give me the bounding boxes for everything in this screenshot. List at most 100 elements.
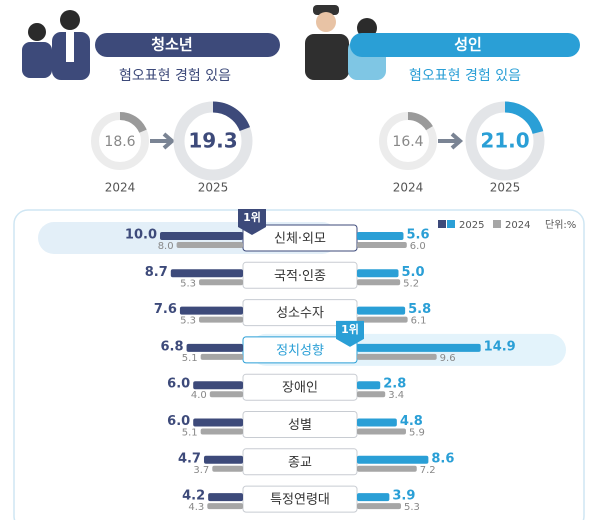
value-label: 8.0 (158, 241, 174, 252)
value-label: 3.9 (392, 489, 415, 504)
adult-pill (350, 33, 580, 57)
donut-year: 2024 (105, 181, 136, 195)
value-label: 5.1 (182, 353, 198, 364)
donut-year: 2025 (198, 181, 229, 195)
value-label: 5.3 (180, 316, 196, 327)
value-label: 10.0 (125, 228, 157, 243)
unit-label: 단위:% (545, 218, 576, 231)
category-label: 신체·외모 (274, 232, 326, 247)
category-label: 정치성향 (276, 343, 324, 358)
bar (357, 306, 406, 315)
bar (193, 418, 243, 427)
donut-value: 18.6 (104, 134, 135, 150)
bar (357, 242, 407, 248)
value-label: 4.2 (182, 489, 205, 504)
youth-subtitle: 혐오표현 경험 있음 (119, 68, 231, 84)
bar (186, 343, 243, 352)
legend-swatch (493, 220, 501, 228)
bar (357, 269, 399, 278)
bar (200, 353, 243, 360)
youth-label: 청소년 (151, 36, 192, 54)
bar (176, 242, 243, 248)
bar (200, 428, 243, 435)
value-label: 14.9 (484, 339, 516, 354)
bar (357, 455, 429, 464)
category-label: 성소수자 (276, 306, 324, 321)
bar (357, 353, 437, 360)
value-label: 5.0 (402, 265, 425, 280)
adult-label: 성인 (454, 36, 482, 54)
value-label: 8.7 (145, 265, 168, 280)
value-label: 2.8 (383, 377, 406, 392)
bar (357, 232, 404, 240)
value-label: 4.7 (178, 451, 201, 466)
bar (357, 503, 401, 510)
legend-swatch (438, 220, 446, 228)
legend-swatch (447, 220, 455, 228)
donut-arc (212, 101, 250, 132)
donut-arc (407, 112, 433, 131)
bar (357, 428, 406, 435)
chart-frame (13, 209, 585, 520)
youth-figures (22, 10, 90, 80)
rank-badge-label: 1위 (341, 323, 359, 336)
value-label: 5.6 (406, 228, 429, 243)
donut-year: 2024 (393, 181, 424, 195)
legend-label: 2024 (505, 220, 530, 231)
donut-value: 19.3 (188, 129, 237, 153)
value-label: 5.2 (403, 278, 419, 289)
donut-arc (504, 101, 544, 135)
donut-year: 2025 (490, 181, 521, 195)
value-label: 6.0 (167, 414, 190, 429)
donut-arc (119, 112, 147, 134)
rank-badge (336, 320, 364, 347)
value-label: 6.8 (161, 339, 184, 354)
bar (160, 232, 243, 240)
bar (357, 465, 417, 472)
youth-pill (95, 33, 280, 57)
value-label: 3.7 (193, 465, 209, 476)
value-label: 7.2 (420, 465, 436, 476)
value-label: 4.8 (400, 414, 423, 429)
category-label: 장애인 (282, 381, 318, 396)
category-label: 성별 (288, 418, 312, 433)
value-label: 5.8 (408, 302, 431, 317)
bar (357, 418, 397, 427)
donut-value: 16.4 (392, 134, 423, 150)
category-label: 국적·인종 (274, 269, 326, 284)
value-label: 6.0 (410, 241, 426, 252)
bar (357, 343, 481, 352)
bar (170, 269, 243, 278)
donut-value: 21.0 (480, 129, 529, 153)
bar (212, 465, 243, 472)
bar (357, 391, 386, 398)
bar (203, 455, 243, 464)
bar (357, 279, 401, 286)
value-label: 4.3 (188, 502, 204, 513)
bar (208, 493, 243, 502)
arrow (438, 132, 464, 150)
adult-subtitle: 혐오표현 경험 있음 (409, 68, 521, 84)
value-label: 3.4 (388, 390, 404, 401)
bar (357, 316, 408, 323)
bar (193, 381, 243, 390)
value-label: 5.3 (404, 502, 420, 513)
bar (357, 493, 390, 502)
bar (179, 306, 243, 315)
legend-label: 2025 (459, 220, 484, 231)
value-label: 6.1 (411, 316, 427, 327)
category-label: 종교 (288, 455, 312, 470)
value-label: 5.9 (409, 428, 425, 439)
rank-badge-label: 1위 (243, 211, 261, 224)
category-label: 특정연령대 (270, 493, 330, 508)
bar (199, 316, 243, 323)
value-label: 8.6 (431, 451, 454, 466)
bar (209, 391, 243, 398)
value-label: 5.1 (182, 428, 198, 439)
bar (199, 279, 243, 286)
value-label: 5.3 (180, 278, 196, 289)
value-label: 7.6 (154, 302, 177, 317)
bar (207, 503, 243, 510)
value-label: 4.0 (191, 390, 207, 401)
